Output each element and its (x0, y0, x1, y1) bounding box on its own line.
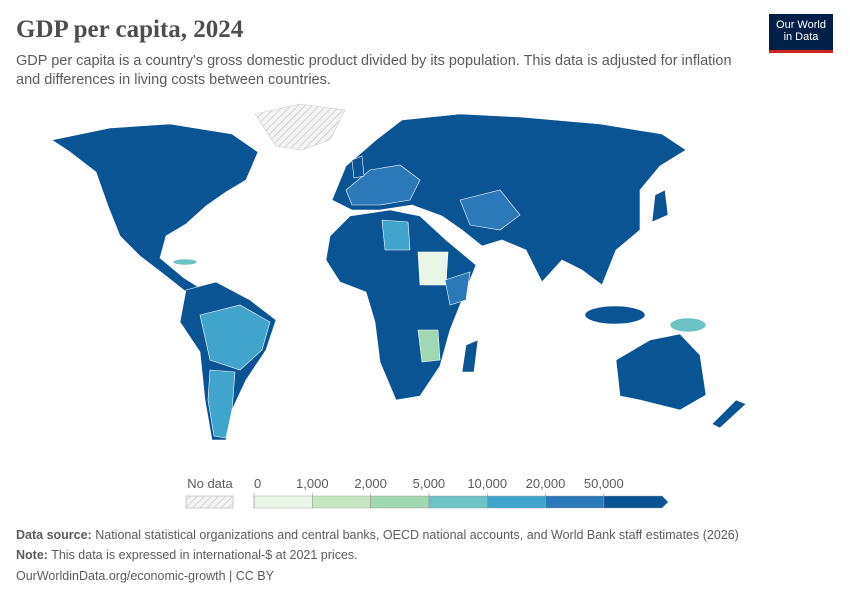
indonesia (584, 305, 646, 325)
legend-label: 50,000 (584, 476, 624, 491)
central-asia (459, 189, 521, 231)
legend-label: 2,000 (354, 476, 387, 491)
source-label: Data source: (16, 528, 92, 542)
south-america-mid (199, 304, 271, 371)
legend-bin (545, 495, 604, 509)
logo[interactable]: Our World in Data (769, 14, 833, 53)
note: Note: This data is expressed in internat… (16, 548, 358, 562)
legend-bin (253, 495, 313, 509)
logo-line: Our World (776, 19, 826, 31)
title: GDP per capita, 2024 (16, 16, 244, 43)
logo-line: in Data (783, 31, 819, 43)
legend-label: 5,000 (413, 476, 446, 491)
legend-bin (487, 495, 546, 509)
countries (51, 103, 747, 441)
legend-bin (428, 495, 488, 509)
papua (669, 317, 707, 333)
legend-bin (312, 495, 371, 509)
uk (351, 155, 365, 179)
legend-label: 10,000 (467, 476, 507, 491)
madagascar (461, 339, 479, 373)
libya (381, 219, 411, 251)
greenland (254, 103, 346, 151)
subtitle: GDP per capita is a country's gross dome… (16, 53, 732, 88)
japan (651, 189, 669, 223)
legend: 0 1,000 2,000 5,000 10,000 20,000 50,000 (253, 476, 669, 509)
map: No data 0 1,000 2,000 5,000 10,000 20,000 50,0… (51, 103, 747, 509)
eurasia (331, 113, 687, 286)
legend-bin (370, 495, 430, 509)
australia (615, 333, 707, 411)
url[interactable]: OurWorldinData.org/economic-growth | CC … (16, 569, 274, 583)
cuba (172, 258, 198, 266)
no-data-label: No data (187, 476, 233, 491)
argentina (207, 369, 236, 439)
sudan (417, 251, 449, 286)
legend-label: 1,000 (296, 476, 329, 491)
southern-africa (417, 329, 441, 363)
source-text: National statistical organizations and c… (95, 528, 739, 542)
new-zealand (711, 399, 747, 429)
north-america (51, 123, 259, 296)
legend-label: 20,000 (526, 476, 566, 491)
note-text: This data is expressed in international-… (51, 548, 358, 562)
europe-mid (345, 164, 421, 206)
note-label: Note: (16, 548, 48, 562)
source: Data source: National statistical organi… (16, 528, 739, 542)
legend-label: 0 (254, 476, 261, 491)
no-data-swatch (185, 495, 234, 509)
legend-bin (603, 495, 669, 509)
east-africa (444, 271, 471, 306)
